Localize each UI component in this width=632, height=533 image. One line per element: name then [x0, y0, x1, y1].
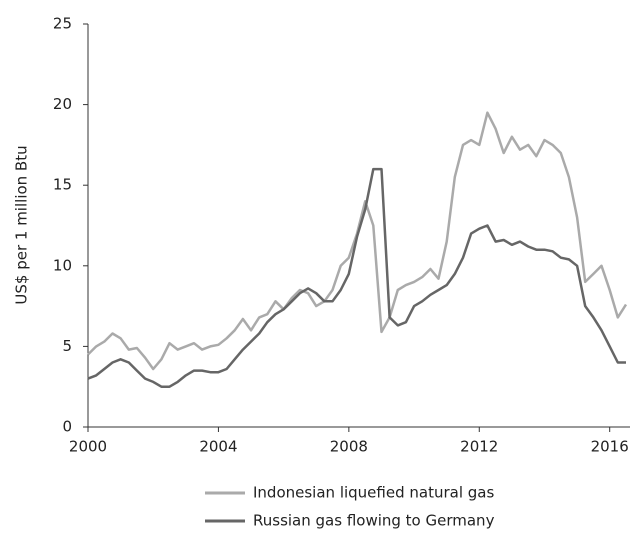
x-tick-label: 2012 [460, 438, 498, 456]
x-tick-label: 2004 [199, 438, 237, 456]
line-series [87, 167, 626, 388]
y-tick-label: 25 [53, 15, 72, 33]
x-tick-label: 2000 [69, 438, 107, 456]
y-tick-label: 15 [53, 176, 72, 194]
y-tick-label: 20 [53, 95, 72, 113]
y-tick-label: 5 [62, 337, 72, 355]
legend-label: Russian gas flowing to Germany [253, 512, 495, 530]
y-tick-label: 10 [53, 256, 72, 274]
y-tick-label: 0 [62, 418, 72, 436]
y-axis-label: US$ per 1 million Btu [13, 145, 31, 304]
legend-label: Indonesian liquefied natural gas [253, 484, 494, 502]
x-tick-label: 2008 [330, 438, 368, 456]
x-tick-label: 2016 [591, 438, 629, 456]
